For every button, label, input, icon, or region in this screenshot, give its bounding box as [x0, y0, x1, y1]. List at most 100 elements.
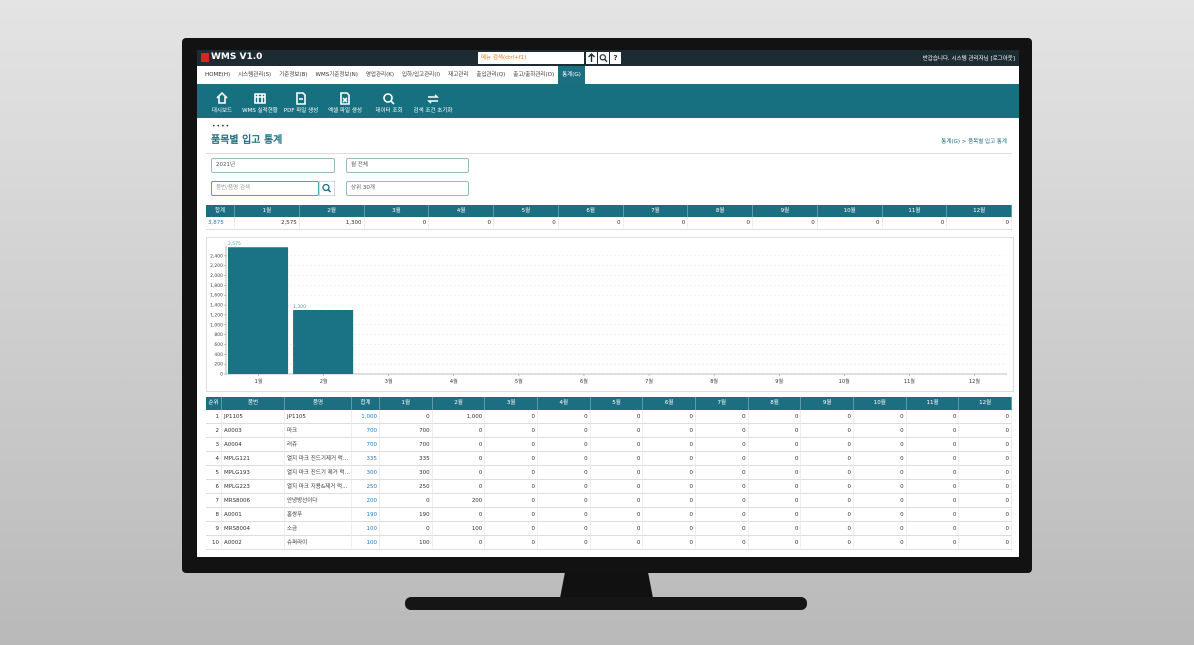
- menu-search[interactable]: 메뉴 검색(ctrl+f1): [478, 52, 584, 64]
- table-cell: 0: [590, 522, 644, 536]
- table-cell: 0: [801, 494, 854, 508]
- table-cell: 0: [959, 466, 1012, 480]
- menu-tab[interactable]: 출고/출하관리(O): [513, 72, 555, 78]
- table-cell[interactable]: 100: [352, 522, 380, 536]
- table-cell: 0: [485, 494, 538, 508]
- table-cell: 0: [590, 438, 644, 452]
- toolbar-button[interactable]: PDF 파일 생성: [279, 86, 323, 118]
- menu-tab[interactable]: 재고관리: [448, 72, 469, 78]
- x-tick-label: 8월: [710, 378, 718, 385]
- table-header: 10월: [854, 397, 907, 410]
- menu-tab[interactable]: WMS기준정보(N): [315, 72, 358, 78]
- table-cell: JP1105: [222, 410, 285, 424]
- menu-tab[interactable]: 입하/입고관리(I): [402, 72, 441, 78]
- table-cell[interactable]: 700: [352, 438, 380, 452]
- table-cell[interactable]: 300: [352, 466, 380, 480]
- table-cell: 0: [854, 410, 907, 424]
- toolbar-label: 검색 조건 초기화: [413, 108, 453, 114]
- table-cell: 2: [206, 424, 222, 438]
- table-cell: 0: [538, 494, 591, 508]
- month-select[interactable]: 월 전체: [346, 158, 469, 173]
- search-input[interactable]: 품번/품명 검색: [211, 181, 319, 196]
- toolbar-button[interactable]: 엑셀 파일 생성: [323, 86, 367, 118]
- table-cell: 열지 마크 진드기 제거 럭...: [285, 466, 352, 480]
- table-cell: A0003: [222, 424, 285, 438]
- table-cell[interactable]: 700: [352, 424, 380, 438]
- breadcrumb[interactable]: 통계(G) > 품목별 입고 통계: [941, 139, 1007, 145]
- help-button[interactable]: ?: [613, 54, 618, 62]
- summary-cell: 0: [882, 217, 948, 230]
- table-cell: 0: [854, 536, 907, 550]
- y-tick-label: 2,200: [210, 263, 223, 269]
- summary-cell: 0: [753, 217, 818, 230]
- table-cell: 0: [696, 480, 749, 494]
- table-cell: 0: [748, 452, 802, 466]
- menu-tab[interactable]: 기준정보(B): [279, 72, 308, 78]
- summary-header: 1월: [235, 205, 300, 217]
- menu-tab[interactable]: 시스템관리(S): [238, 72, 272, 78]
- data-label: 2,575: [228, 241, 241, 247]
- table-cell: 0: [854, 494, 907, 508]
- y-tick-label: 600: [214, 342, 223, 348]
- table-cell: 0: [643, 438, 696, 452]
- toolbar-button[interactable]: 데이터 조회: [367, 86, 411, 118]
- table-cell: 300: [380, 466, 433, 480]
- table-cell: MPLG223: [222, 480, 285, 494]
- y-tick-label: 0: [220, 372, 223, 378]
- table-cell: 0: [748, 508, 802, 522]
- toolbar-label: 데이터 조회: [375, 108, 403, 114]
- table-cell: 0: [906, 480, 960, 494]
- summary-header: 7월: [623, 205, 689, 217]
- divider: [206, 153, 1012, 154]
- year-select[interactable]: 2021년: [211, 158, 335, 173]
- table-cell: A0001: [222, 508, 285, 522]
- table-cell[interactable]: 335: [352, 452, 380, 466]
- menu-tab[interactable]: 영업관리(K): [365, 72, 394, 78]
- table-cell: 0: [696, 452, 749, 466]
- greeting[interactable]: 반갑습니다. 시스템 관리자님 [로그아웃]: [922, 56, 1015, 62]
- table-cell: 0: [748, 522, 802, 536]
- table-cell: 4: [206, 452, 222, 466]
- toolbar-icon: [383, 93, 395, 105]
- search-button[interactable]: [319, 181, 335, 196]
- toolbar-button[interactable]: WMS 실적현황: [241, 86, 279, 118]
- y-tick-label: 1,800: [210, 283, 223, 289]
- table-cell: 0: [748, 410, 802, 424]
- toolbar: 대시보드 WMS 실적현황 PDF 파일 생성 엑셀 파일 생성 데이터 조회 검색 조건…: [197, 86, 1019, 118]
- table-cell: MRS8006: [222, 494, 285, 508]
- table-cell: 0: [696, 410, 749, 424]
- table-cell: 0: [854, 522, 907, 536]
- summary-header: 11월: [882, 205, 948, 217]
- table-header: 6월: [643, 397, 696, 410]
- summary-cell: 1,300: [299, 217, 365, 230]
- summary-cell: 2,575: [235, 217, 300, 230]
- table-header: 2월: [432, 397, 486, 410]
- table-cell: 0: [643, 480, 696, 494]
- table-cell: 0: [906, 508, 960, 522]
- toolbar-button[interactable]: 검색 조건 초기화: [411, 86, 455, 118]
- table-cell[interactable]: 100: [352, 536, 380, 550]
- table-cell: 0: [801, 438, 854, 452]
- menu-tab[interactable]: 통계(G): [558, 66, 585, 84]
- table-cell[interactable]: 1,000: [352, 410, 380, 424]
- table-cell: 0: [590, 536, 644, 550]
- menu-tab[interactable]: 출입관리(Q): [476, 72, 506, 78]
- table-cell: MPLG121: [222, 452, 285, 466]
- table-cell[interactable]: 250: [352, 480, 380, 494]
- table-header: 1월: [380, 397, 433, 410]
- toolbar-button[interactable]: 대시보드: [203, 86, 241, 118]
- table-cell: 0: [959, 410, 1012, 424]
- table-cell: 190: [380, 508, 433, 522]
- y-tick-label: 1,600: [210, 293, 223, 299]
- y-tick-label: 2,000: [210, 273, 223, 279]
- table-cell: 0: [748, 536, 802, 550]
- table-cell[interactable]: 190: [352, 508, 380, 522]
- top-select[interactable]: 상위 30개: [346, 181, 469, 196]
- x-tick-label: 6월: [580, 378, 588, 385]
- menu-tab[interactable]: HOME(H): [205, 72, 231, 78]
- table-cell: 0: [538, 536, 591, 550]
- table-cell: 0: [696, 438, 749, 452]
- y-tick-label: 1,000: [210, 322, 223, 328]
- table-cell[interactable]: 200: [352, 494, 380, 508]
- table-cell: 0: [748, 480, 802, 494]
